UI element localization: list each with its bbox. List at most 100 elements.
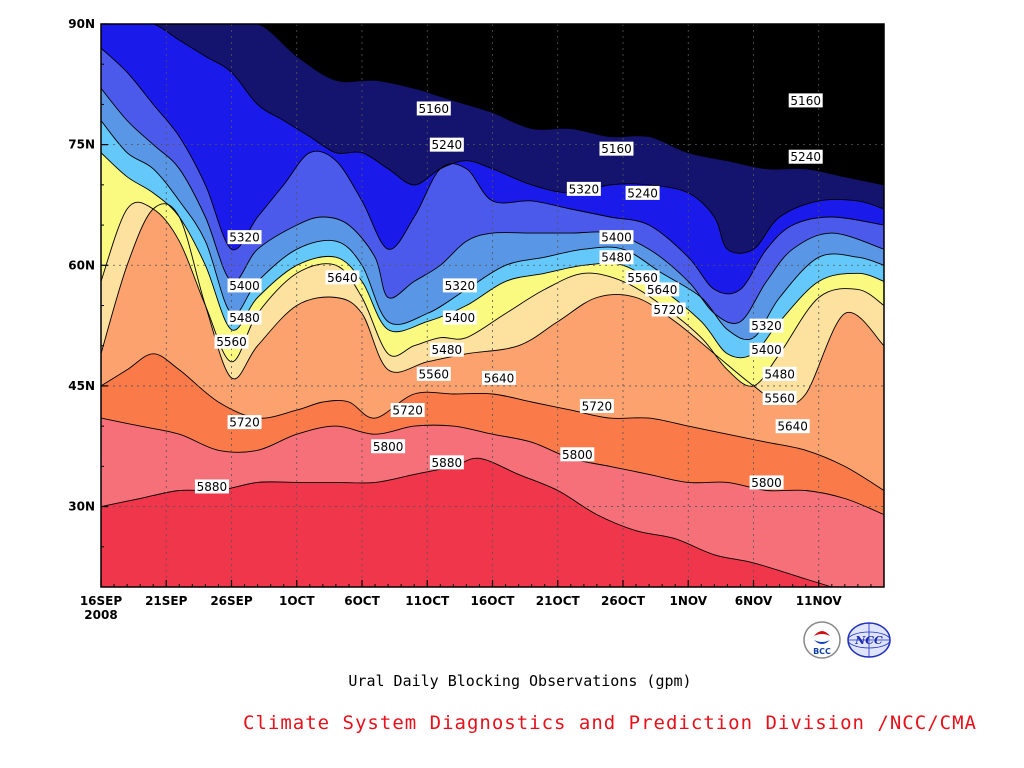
contour-label-text: 5160 (419, 102, 450, 116)
contour-label-bg (429, 137, 464, 152)
contour-label-bg (645, 282, 680, 297)
contour-label-text: 5320 (229, 231, 260, 245)
contour-label: 5480 (429, 342, 464, 357)
contour-line-5720 (101, 353, 884, 491)
contour-label-bg (625, 185, 660, 200)
contour-label-bg (227, 415, 262, 430)
contour-label: 5880 (194, 479, 229, 494)
contour-label-text: 5400 (601, 231, 632, 245)
contour-label-bg (599, 141, 634, 156)
contour-label-bg (429, 455, 464, 470)
contour-label-text: 5320 (445, 279, 476, 293)
x-tick-label: 11OCT (405, 594, 450, 608)
contour-label-bg (566, 181, 601, 196)
contour-label-bg (560, 447, 595, 462)
contour-label-bg (227, 310, 262, 325)
contour-label: 5880 (429, 455, 464, 470)
x-tick-label: 16SEP (80, 594, 123, 608)
contour-label-bg (227, 278, 262, 293)
contour-label-bg (788, 149, 823, 164)
x-tick-label: 1OCT (279, 594, 315, 608)
contour-label: 5560 (625, 270, 660, 285)
x-axis: 16SEP 21SEP 26SEP 1OCT 6OCT 11OCT 16OCT 21OCT 26… (80, 580, 872, 608)
contour-label-bg (749, 342, 784, 357)
contour-label-text: 5480 (764, 367, 795, 381)
contour-label-text: 5320 (751, 319, 782, 333)
contour-label-bg (371, 439, 406, 454)
x-tick-label: 11NOV (796, 594, 843, 608)
contour-label: 5480 (599, 250, 634, 265)
contour-line-5640 (101, 203, 884, 405)
y-tick-label: 75N (68, 138, 95, 152)
contour-label-text: 5400 (229, 279, 260, 293)
contour-label: 5640 (482, 370, 517, 385)
contour-label: 5800 (749, 475, 784, 490)
contour-label: 5160 (599, 141, 634, 156)
contour-label: 5560 (762, 390, 797, 405)
x-tick-label: 21OCT (536, 594, 581, 608)
contour-label-text: 5320 (569, 182, 600, 196)
contour-line-5320 (101, 88, 884, 324)
contour-label-bg (194, 479, 229, 494)
contour-label: 5560 (416, 366, 451, 381)
contour-label-text: 5400 (751, 343, 782, 357)
contour-label-bg (482, 370, 517, 385)
contour-label: 5320 (442, 278, 477, 293)
contour-label-text: 5560 (419, 367, 450, 381)
contour-label-bg (442, 310, 477, 325)
contour-label: 5720 (651, 302, 686, 317)
x-tick-label: 26OCT (601, 594, 646, 608)
credit-line: Climate System Diagnostics and Predictio… (243, 712, 977, 734)
contour-label-text: 5560 (764, 391, 795, 405)
ncc-logo-text: NCC (854, 634, 883, 647)
contour-label: 5160 (416, 101, 451, 116)
grid-lines (101, 24, 884, 587)
contour-label-bg (749, 318, 784, 333)
contour-label-text: 5880 (197, 480, 228, 494)
contour-label-text: 5800 (751, 476, 782, 490)
x-tick-label: 6OCT (344, 594, 380, 608)
contour-label-text: 5640 (484, 371, 515, 385)
y-tick-label: 45N (68, 379, 95, 393)
x-tick-label: 26SEP (210, 594, 253, 608)
contour-label: 5320 (749, 318, 784, 333)
contour-label-bg (214, 334, 249, 349)
contour-label: 5720 (227, 415, 262, 430)
contour-label-text: 5560 (627, 271, 658, 285)
contour-label-text: 5800 (373, 440, 404, 454)
bcc-logo-text: BCC (813, 647, 831, 656)
contour-label: 5320 (227, 230, 262, 245)
contour-label: 5640 (325, 270, 360, 285)
contour-label-bg (416, 366, 451, 381)
y-axis: 30N 45N 60N 75N 90N (68, 17, 108, 548)
contour-label-text: 5160 (601, 142, 632, 156)
contour-label: 5480 (227, 310, 262, 325)
contour-line-5560 (101, 201, 884, 387)
contour-label-text: 5720 (653, 303, 684, 317)
x-tick-label: 21SEP (145, 594, 188, 608)
contour-label-text: 5400 (445, 311, 476, 325)
contour-label-text: 5720 (392, 404, 423, 418)
contour-label: 5720 (579, 399, 614, 414)
contour-label-text: 5720 (229, 416, 260, 430)
contour-label: 5240 (429, 137, 464, 152)
contour-label-bg (762, 366, 797, 381)
contour-labels: 5160 5160 5160 5240 5240 5240 5320 5320 5320 5320… (194, 93, 823, 494)
contour-label-bg (579, 399, 614, 414)
contour-label-text: 5240 (790, 150, 821, 164)
contour-label-text: 5480 (432, 343, 463, 357)
x-tick-label: 16OCT (471, 594, 516, 608)
contour-label: 5240 (625, 185, 660, 200)
contour-label-text: 5560 (216, 335, 247, 349)
contour-label: 5400 (442, 310, 477, 325)
contour-label-bg (442, 278, 477, 293)
contour-label-text: 5880 (432, 456, 463, 470)
contour-label-bg (390, 403, 425, 418)
chart-title: Ural Daily Blocking Observations (gpm) (348, 672, 692, 690)
contour-label-text: 5240 (627, 186, 658, 200)
contour-label: 5400 (227, 278, 262, 293)
contour-label: 5160 (788, 93, 823, 108)
contour-label-bg (599, 250, 634, 265)
contour-label-bg (416, 101, 451, 116)
contour-label-text: 5640 (327, 271, 358, 285)
